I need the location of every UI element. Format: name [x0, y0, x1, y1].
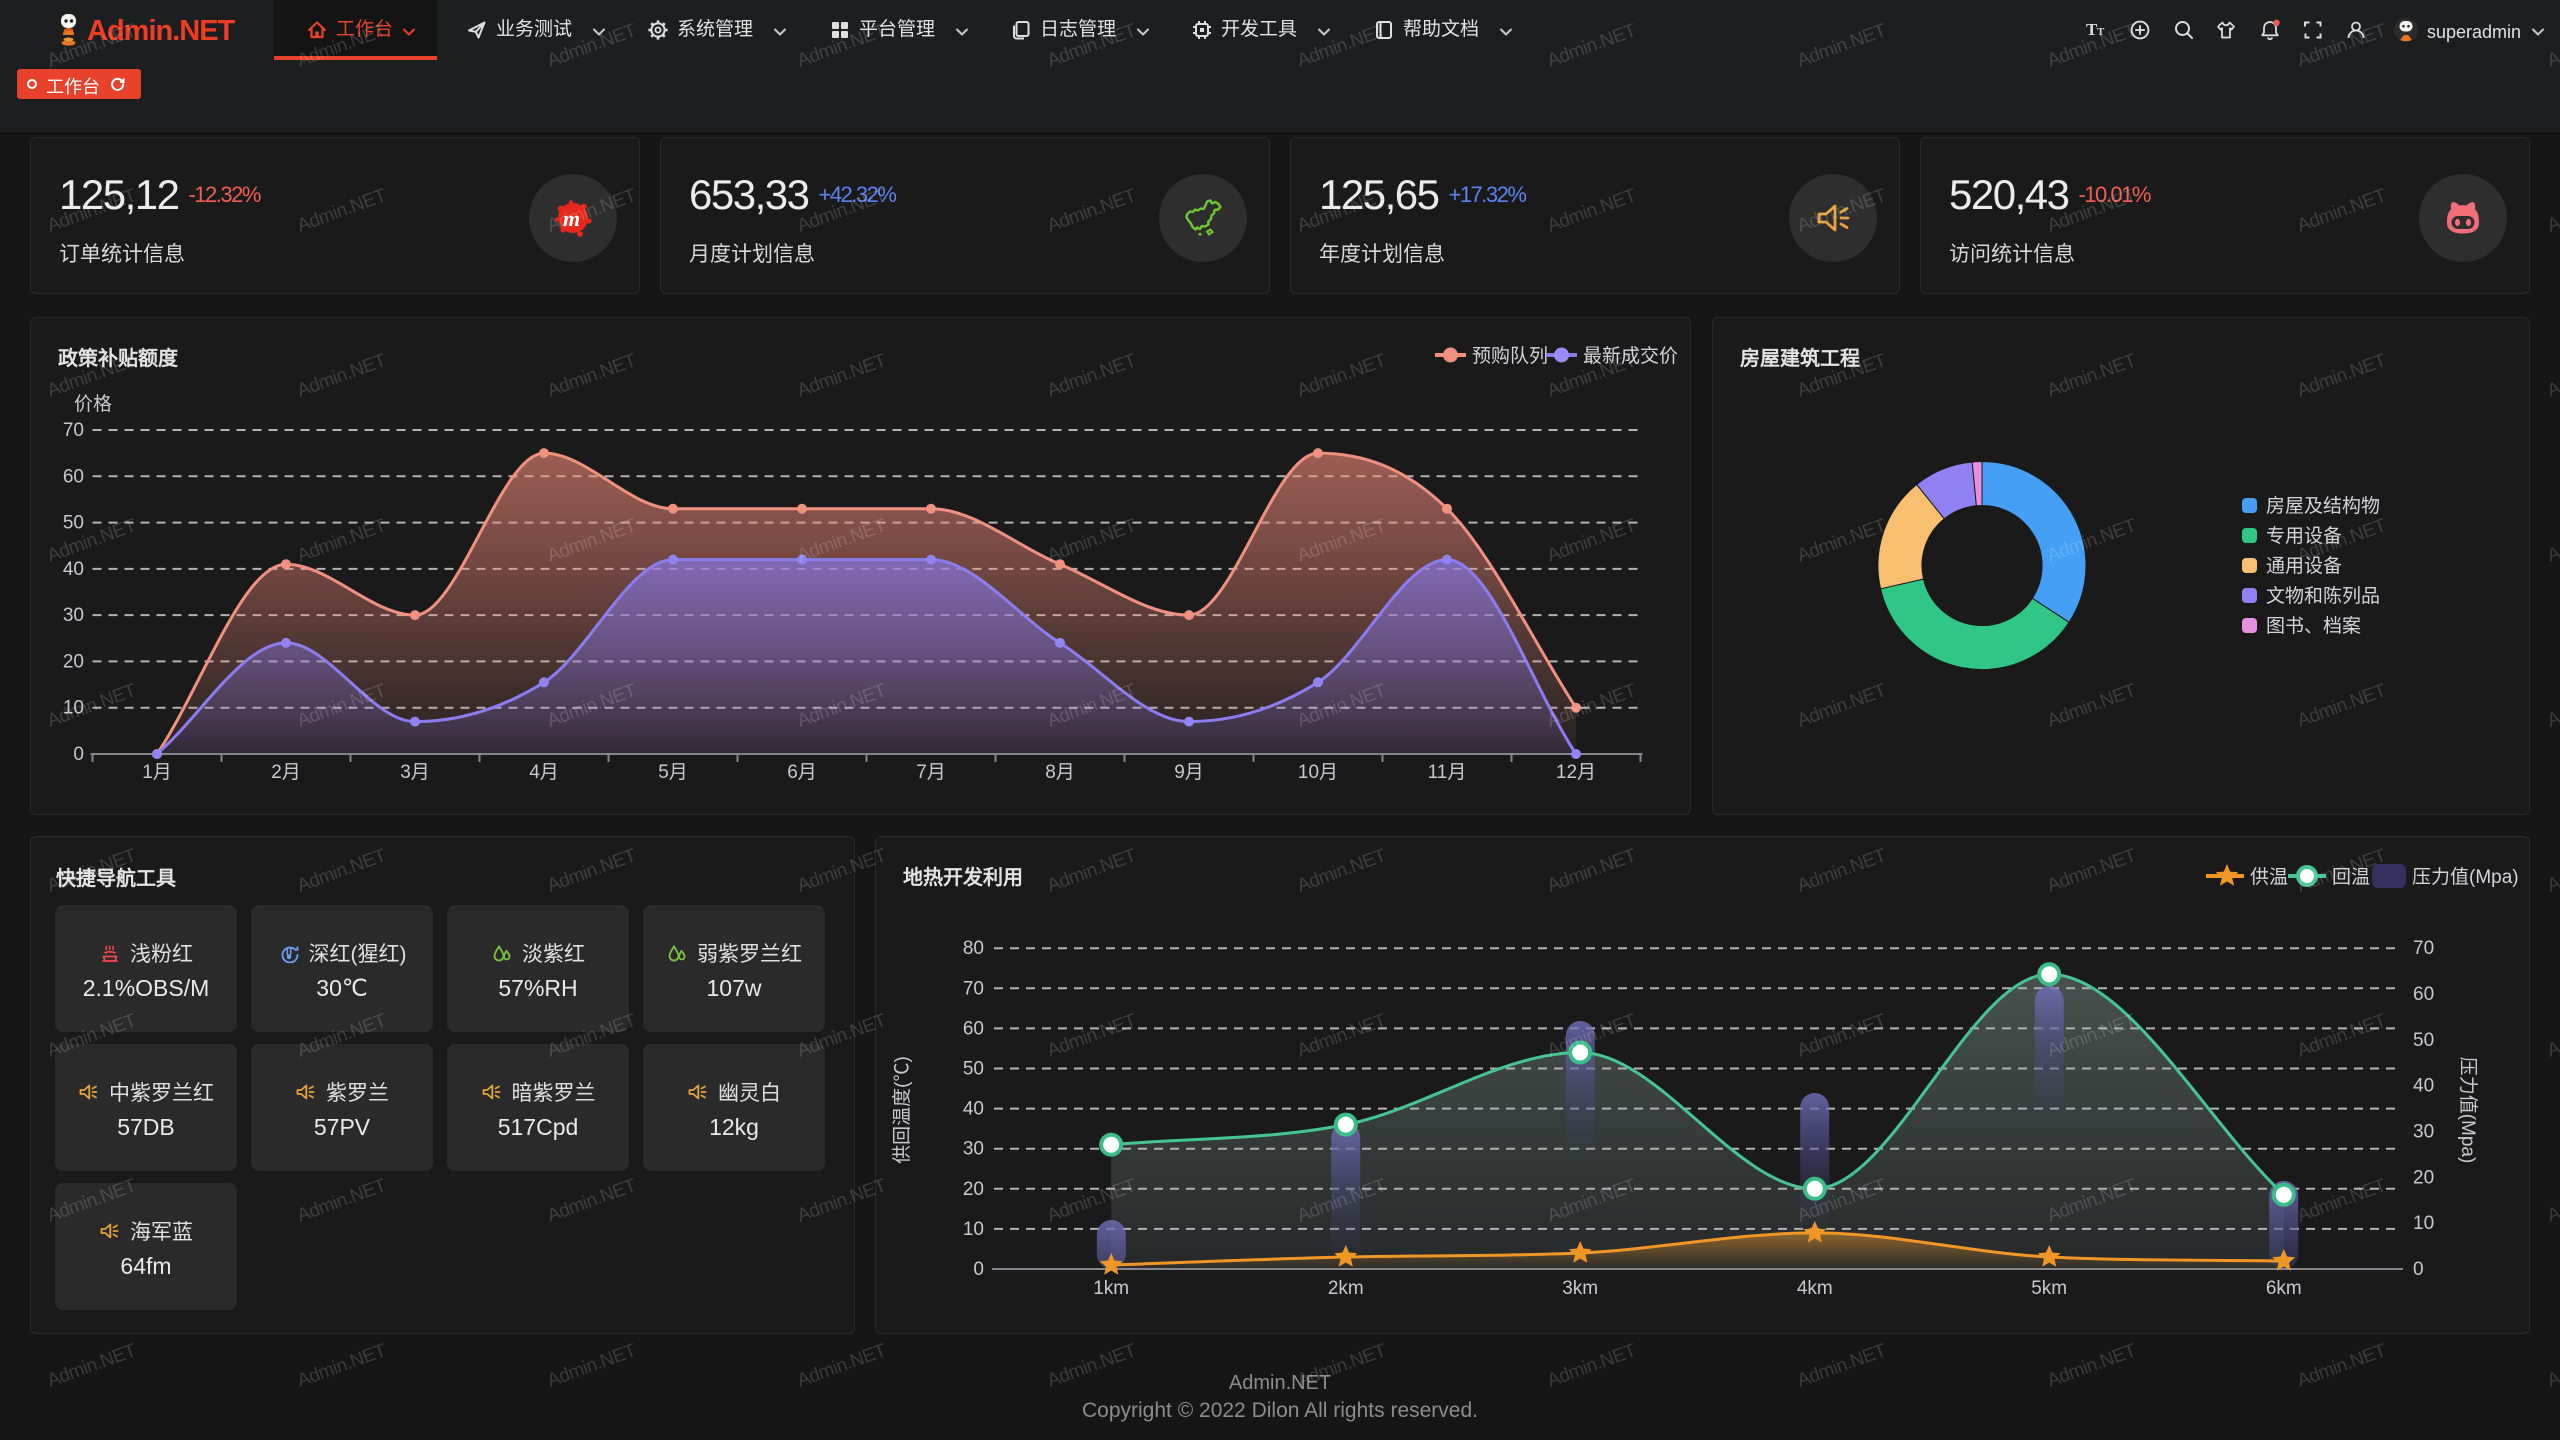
svg-text:8月: 8月	[1045, 762, 1075, 783]
svg-text:3月: 3月	[400, 762, 430, 783]
svg-text:30: 30	[63, 605, 84, 626]
svg-text:20: 20	[63, 651, 84, 672]
svg-text:0: 0	[973, 1259, 984, 1280]
svg-text:50: 50	[963, 1059, 984, 1080]
svg-text:1km: 1km	[1093, 1278, 1129, 1299]
svg-text:9月: 9月	[1174, 762, 1204, 783]
svg-text:20: 20	[2413, 1167, 2434, 1188]
svg-text:30: 30	[2413, 1122, 2434, 1143]
svg-text:0: 0	[73, 744, 84, 765]
svg-text:70: 70	[963, 978, 984, 999]
svg-text:60: 60	[963, 1018, 984, 1039]
svg-text:压力值(Mpa): 压力值(Mpa)	[2412, 866, 2519, 888]
svg-text:70: 70	[2413, 938, 2434, 959]
svg-text:40: 40	[63, 559, 84, 580]
svg-text:最新成交价: 最新成交价	[1583, 345, 1678, 367]
svg-text:价格: 价格	[74, 393, 112, 415]
svg-text:T: T	[2097, 26, 2105, 38]
svg-text:7月: 7月	[916, 762, 946, 783]
svg-text:房屋及结构物: 房屋及结构物	[2266, 495, 2380, 517]
svg-text:60: 60	[63, 466, 84, 487]
svg-text:20: 20	[963, 1179, 984, 1200]
svg-text:40: 40	[2413, 1076, 2434, 1097]
svg-text:11月: 11月	[1428, 762, 1467, 783]
svg-text:2月: 2月	[271, 762, 301, 783]
svg-text:房屋建筑工程: 房屋建筑工程	[1740, 346, 1860, 370]
svg-text:10: 10	[2413, 1213, 2434, 1234]
svg-text:3km: 3km	[1562, 1278, 1598, 1299]
svg-text:供温: 供温	[2250, 866, 2288, 888]
svg-text:50: 50	[63, 513, 84, 534]
svg-text:10: 10	[963, 1219, 984, 1240]
svg-text:12月: 12月	[1556, 762, 1596, 783]
svg-text:50: 50	[2413, 1030, 2434, 1051]
svg-text:40: 40	[963, 1099, 984, 1120]
svg-text:80: 80	[963, 938, 984, 959]
svg-text:通用设备: 通用设备	[2266, 555, 2342, 577]
svg-text:10月: 10月	[1298, 762, 1338, 783]
svg-text:专用设备: 专用设备	[2266, 525, 2342, 547]
svg-text:10: 10	[63, 698, 84, 719]
svg-text:回温: 回温	[2332, 866, 2370, 888]
svg-text:地热开发利用: 地热开发利用	[903, 865, 1023, 889]
svg-text:70: 70	[63, 420, 84, 441]
svg-text:T: T	[2086, 20, 2098, 39]
svg-text:预购队列: 预购队列	[1472, 345, 1548, 367]
svg-text:供回温度(℃): 供回温度(℃)	[891, 1056, 913, 1164]
svg-text:压力值(Mpa): 压力值(Mpa)	[2457, 1057, 2479, 1164]
svg-text:30: 30	[963, 1139, 984, 1160]
svg-text:5月: 5月	[658, 762, 688, 783]
svg-text:60: 60	[2413, 984, 2434, 1005]
svg-text:5km: 5km	[2031, 1278, 2067, 1299]
svg-text:2km: 2km	[1328, 1278, 1364, 1299]
svg-text:0: 0	[2413, 1259, 2424, 1280]
svg-text:4km: 4km	[1797, 1278, 1833, 1299]
svg-text:1月: 1月	[142, 762, 172, 783]
svg-text:6月: 6月	[787, 762, 817, 783]
svg-text:4月: 4月	[529, 762, 559, 783]
svg-text:文物和陈列品: 文物和陈列品	[2266, 585, 2380, 607]
svg-text:m: m	[563, 206, 580, 231]
svg-text:6km: 6km	[2266, 1278, 2302, 1299]
svg-text:图书、档案: 图书、档案	[2266, 615, 2361, 637]
svg-text:政策补贴额度: 政策补贴额度	[58, 346, 179, 370]
